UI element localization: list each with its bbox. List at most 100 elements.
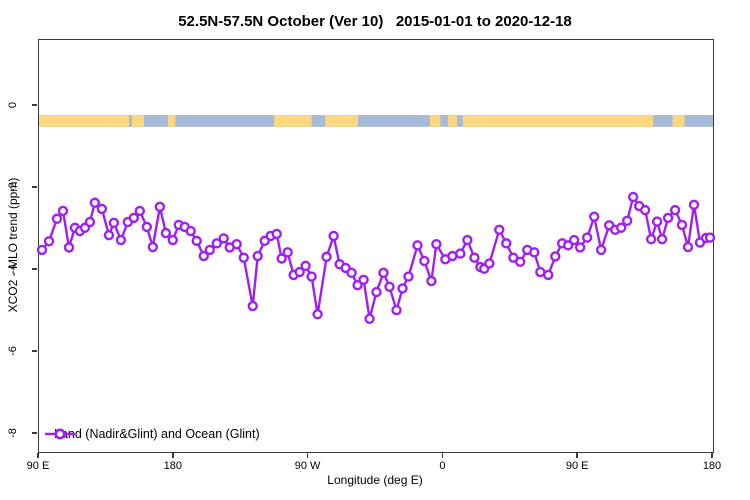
data-point-marker	[282, 247, 293, 258]
plot-area: Land (Nadir&Glint) and Ocean (Glint)	[36, 39, 716, 453]
data-point-marker	[403, 271, 414, 282]
x-tick-label: 90 E	[565, 460, 589, 472]
x-tick-label: 180	[702, 460, 722, 472]
data-point-marker	[568, 234, 580, 246]
data-point-marker	[167, 234, 178, 246]
data-point-marker	[300, 260, 311, 272]
x-tick-mark	[306, 452, 309, 458]
data-point-marker	[494, 224, 505, 236]
data-point-marker	[378, 267, 389, 279]
data-point-marker	[84, 216, 96, 228]
data-point-marker	[57, 205, 69, 217]
data-point-marker	[462, 234, 473, 246]
data-point-marker	[656, 234, 668, 245]
data-point-marker	[276, 253, 287, 264]
x-tick-mark	[441, 452, 444, 458]
y-tick-mark	[31, 104, 37, 106]
land-band-segment	[274, 115, 312, 127]
data-point-marker	[204, 244, 215, 256]
data-point-marker	[651, 216, 663, 227]
y-tick-label: 0	[7, 101, 19, 109]
x-tick-label: 180	[163, 460, 182, 472]
data-point-marker	[154, 201, 166, 213]
legend-label: Land (Nadir&Glint) and Ocean (Glint)	[54, 426, 260, 441]
data-point-marker	[627, 191, 639, 203]
data-point-marker	[198, 250, 209, 262]
data-point-marker	[306, 271, 317, 282]
data-point-marker	[391, 304, 402, 316]
data-point-marker	[108, 217, 120, 229]
y-tick-label: -8	[7, 428, 19, 438]
data-point-marker	[669, 204, 681, 216]
data-point-marker	[384, 281, 395, 292]
data-point-marker	[294, 266, 305, 278]
data-point-marker	[501, 238, 512, 249]
data-point-marker	[484, 258, 495, 269]
data-point-marker	[529, 247, 540, 258]
data-point-marker	[141, 221, 153, 233]
y-tick-mark	[31, 186, 37, 188]
data-point-marker	[160, 227, 172, 239]
x-tick-mark	[172, 452, 174, 458]
data-point-marker	[321, 251, 332, 263]
legend-line-circle-icon	[45, 428, 75, 440]
data-point-marker	[185, 225, 196, 237]
data-point-marker	[589, 211, 600, 222]
x-tick-mark	[711, 452, 713, 458]
data-point-marker	[431, 238, 442, 250]
data-point-marker	[364, 313, 375, 324]
data-point-marker	[103, 229, 115, 241]
data-point-marker	[621, 215, 633, 226]
x-tick-mark	[37, 452, 39, 458]
plot-canvas	[36, 115, 716, 324]
data-point-marker	[676, 219, 688, 231]
data-point-marker	[639, 204, 651, 216]
data-point-marker	[271, 228, 282, 240]
data-point-marker	[371, 286, 382, 298]
land-band-segment	[131, 115, 144, 127]
data-point-marker	[36, 244, 48, 256]
data-point-marker	[312, 309, 323, 320]
data-point-marker	[581, 232, 593, 243]
data-point-marker	[134, 205, 146, 217]
data-point-marker	[595, 244, 607, 256]
land-band-segment	[325, 115, 359, 127]
chart-title: 52.5N-57.5N October (Ver 10) 2015-01-01 …	[178, 13, 572, 30]
data-point-marker	[218, 233, 229, 244]
y-tick-mark	[31, 268, 37, 270]
data-point-marker	[426, 275, 437, 287]
land-band-segment	[462, 115, 654, 127]
land-band-segment	[447, 115, 457, 127]
land-band-segment	[672, 115, 685, 127]
legend: Land (Nadir&Glint) and Ocean (Glint)	[45, 426, 260, 442]
land-band-segment	[429, 115, 441, 127]
y-tick-mark	[31, 350, 37, 352]
data-point-marker	[191, 235, 202, 247]
data-point-marker	[247, 300, 258, 312]
x-axis-title: Longitude (deg E)	[327, 473, 423, 487]
data-point-marker	[328, 230, 339, 242]
data-point-marker	[358, 274, 369, 286]
x-tick-label: 90 E	[26, 460, 50, 472]
data-point-marker	[455, 248, 466, 259]
data-point-marker	[128, 212, 140, 224]
data-point-marker	[346, 267, 357, 279]
data-point-marker	[397, 283, 408, 294]
data-point-marker	[412, 240, 423, 251]
x-tick-label: 90 W	[294, 460, 321, 472]
data-point-marker	[43, 236, 55, 247]
y-axis-title: XCO2 - MLO trend (ppm)	[6, 177, 20, 313]
data-point-marker	[645, 234, 657, 245]
data-point-marker	[51, 213, 63, 224]
data-point-marker	[63, 242, 75, 253]
data-point-marker	[682, 241, 694, 253]
data-point-marker	[543, 269, 554, 281]
data-point-marker	[89, 197, 101, 208]
data-point-marker	[211, 238, 222, 249]
data-point-marker	[419, 255, 430, 267]
data-point-marker	[231, 238, 242, 250]
data-point-marker	[688, 199, 700, 211]
data-point-marker	[115, 234, 127, 246]
data-point-marker	[469, 252, 480, 263]
